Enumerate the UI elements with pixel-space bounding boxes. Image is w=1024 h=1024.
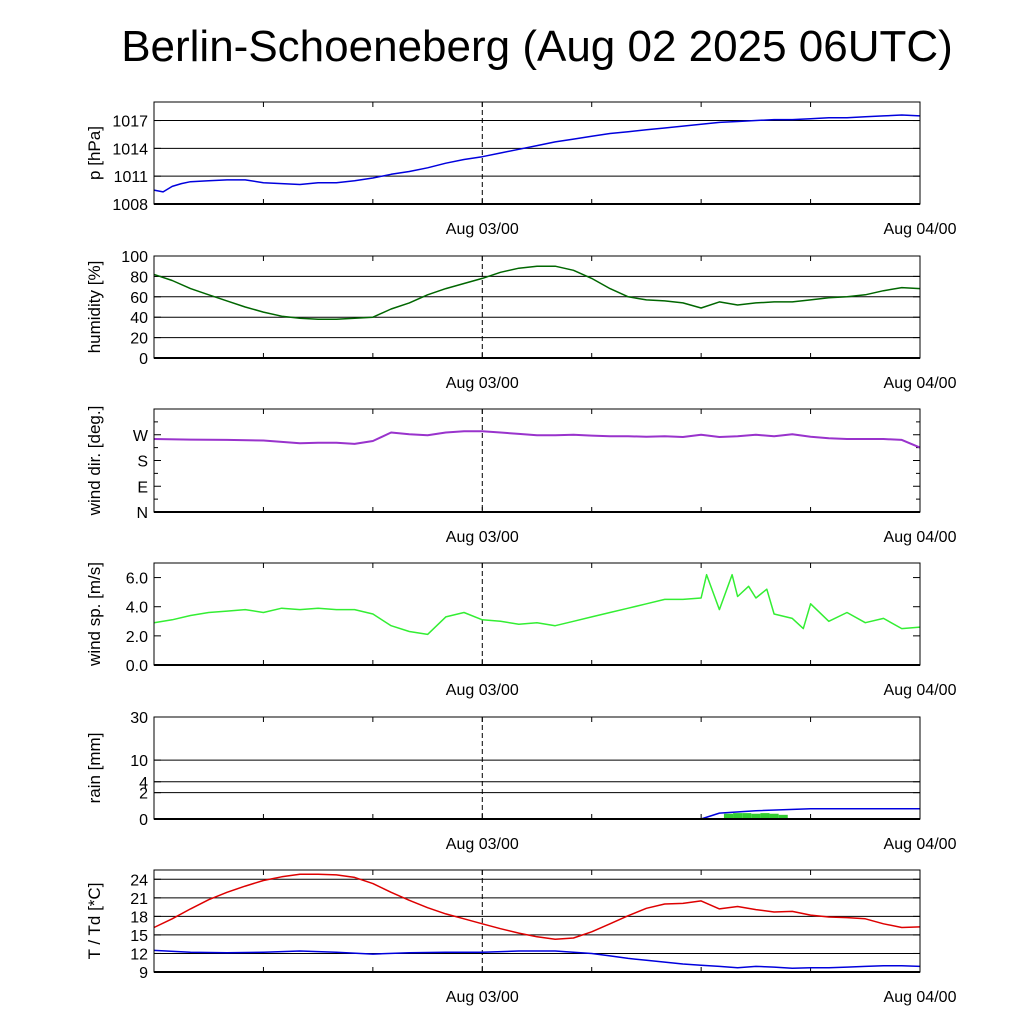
pressure-date-label: Aug 03/00 [446,221,519,238]
pressure-y-tick-label: 1008 [112,197,148,214]
wind_direction-y-tick-label: S [137,454,148,471]
rain-bar [760,813,770,819]
humidity-y-tick-label: 60 [130,290,148,307]
pressure-panel: 1008 1011 1014 1017 Aug 03/00 Aug 04/00 p [hPa… [85,101,957,238]
page-title: Berlin-Schoeneberg (Aug 02 2025 06UTC) [121,22,953,71]
pressure-axis-title: p [hPa] [85,126,104,180]
rain-date-label: Aug 03/00 [446,836,519,853]
wind_speed-panel: 0.0 2.0 4.0 6.0 Aug 03/00 Aug 04/00 wind sp. [… [85,562,957,699]
wind_direction-axis-title: wind dir. [deg.] [85,406,104,517]
wind_direction-y-tick-label: N [136,505,148,522]
wind_speed-date-label: Aug 04/00 [884,682,957,699]
pressure-y-tick-label: 1011 [114,169,149,186]
rain-bar [751,813,761,819]
humidity-y-tick-label: 80 [130,269,148,286]
wind_speed-series-line-0 [153,573,921,636]
temperature-y-tick-label: 24 [130,872,148,889]
rain-series-line-0 [154,808,920,820]
pressure-y-tick-label: 1014 [112,141,148,158]
temperature-date-label: Aug 04/00 [884,989,957,1006]
humidity-y-tick-label: 40 [130,310,148,327]
rain-frame [153,716,921,820]
temperature-frame [153,869,921,973]
humidity-y-tick-label: 100 [121,249,148,266]
pressure-y-tick-label: 1017 [112,114,148,131]
humidity-y-tick-label: 20 [130,331,148,348]
temperature-axis-title: T / Td [*C] [85,883,104,960]
humidity-frame [153,255,921,359]
wind_speed-frame [153,562,921,666]
temperature-y-tick-label: 9 [139,965,148,982]
temperature-y-tick-label: 15 [130,928,148,945]
pressure-series-line-0 [153,114,921,193]
rain-bar [742,813,752,819]
wind_speed-date-label: Aug 03/00 [446,682,519,699]
wind_speed-y-tick-label: 4.0 [126,600,148,617]
temperature-series-line-0 [153,873,921,940]
temperature-y-tick-label: 18 [130,909,148,926]
wind_speed-axis-title: wind sp. [m/s] [85,562,104,667]
rain-y-tick-label: 4 [139,775,148,792]
humidity-series-line-0 [153,265,921,320]
rain-axis-title: rain [mm] [85,733,104,804]
humidity-panel: 0 20 40 60 80 100 Aug 03/00 Aug 04/00 humidity [… [85,249,957,392]
humidity-date-label: Aug 04/00 [884,375,957,392]
rain-bar [778,814,788,819]
wind_speed-y-tick-label: 2.0 [126,629,148,646]
rain-y-tick-label: 0 [139,812,148,829]
humidity-y-tick-label: 0 [139,351,148,368]
rain-y-tick-label: 30 [130,710,148,727]
temperature-series-line-1 [153,949,921,970]
rain-panel: 0 24 10 30 Aug 03/00 Aug 04/00 rain [mm] [85,710,957,853]
rain-bar [723,813,734,819]
rain-y-tick-label: 10 [130,753,148,770]
rain-date-label: Aug 04/00 [884,836,957,853]
humidity-date-label: Aug 03/00 [446,375,519,392]
wind_speed-y-tick-label: 0.0 [126,658,148,675]
humidity-axis-title: humidity [%] [85,261,104,354]
pressure-frame [153,101,921,205]
temperature-y-tick-label: 12 [130,946,148,963]
rain-y-tick-label: 2 [139,786,148,803]
pressure-date-label: Aug 04/00 [884,221,957,238]
wind_direction-y-tick-label: E [137,479,148,496]
wind_speed-y-tick-label: 6.0 [126,571,148,588]
rain-bar [769,813,779,819]
temperature-y-tick-label: 21 [130,891,148,908]
wind_direction-series-line-0 [153,430,921,449]
wind_direction-date-label: Aug 03/00 [446,529,519,546]
wind_direction-date-label: Aug 04/00 [884,529,957,546]
wind_direction-frame [153,408,921,513]
temperature-date-label: Aug 03/00 [446,989,519,1006]
wind_direction-y-tick-label: W [133,428,149,445]
rain-bar [733,813,743,819]
